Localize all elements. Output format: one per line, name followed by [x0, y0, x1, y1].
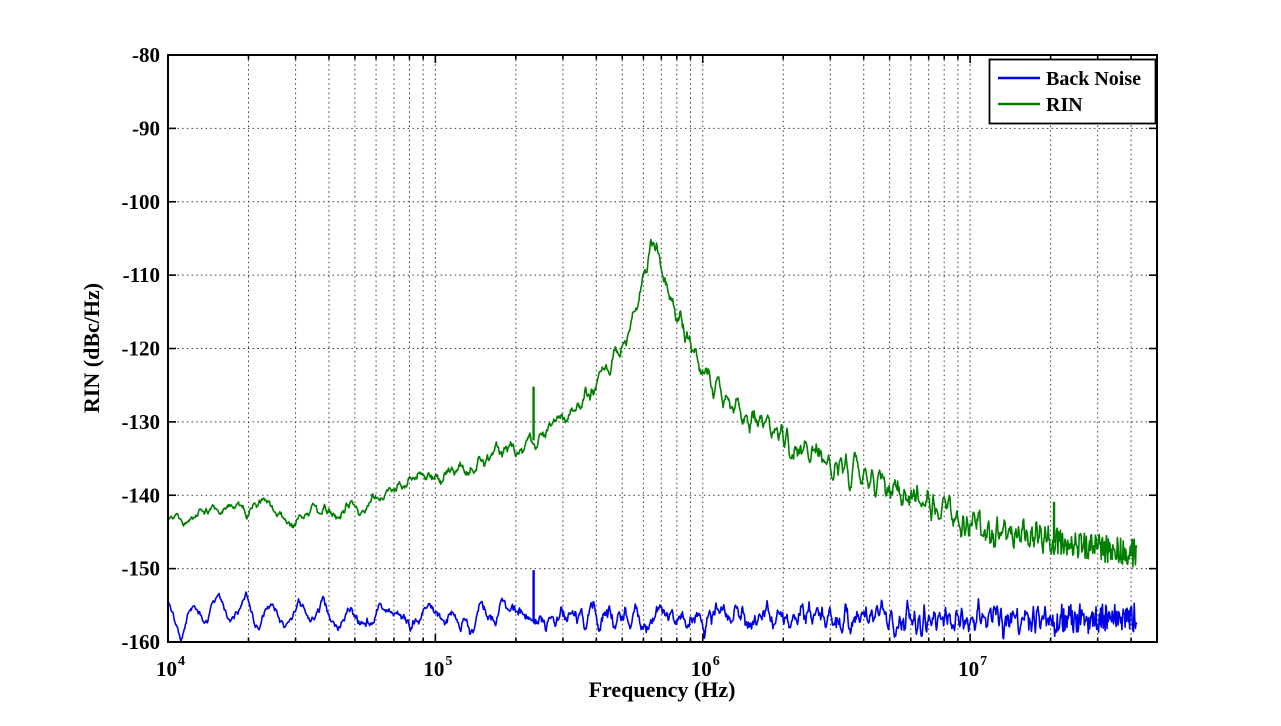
y-tick-label: -150	[122, 557, 161, 581]
series-line-back-noise	[167, 591, 1138, 642]
series-layer	[167, 238, 1138, 642]
y-tick-label: -120	[122, 337, 161, 361]
x-axis-tick-labels: 104 105 106 107	[156, 654, 987, 681]
y-tick-label: -140	[122, 483, 161, 507]
x-tick-label: 106	[691, 654, 720, 681]
y-tick-label: -80	[132, 43, 160, 67]
x-tick-label: 104	[156, 654, 185, 681]
y-axis-label: RIN (dBc/Hz)	[79, 283, 104, 413]
x-tick-label: 107	[958, 654, 987, 681]
legend-box	[988, 58, 1157, 125]
x-tick-label: 105	[423, 654, 452, 681]
y-tick-label: -130	[122, 410, 161, 434]
y-tick-label: -90	[132, 116, 160, 140]
legend-label-rin: RIN	[1046, 94, 1083, 116]
y-tick-label: -160	[122, 630, 161, 654]
y-tick-label: -110	[123, 263, 160, 287]
legend: Back Noise RIN	[988, 58, 1157, 125]
x-axis-label: Frequency (Hz)	[589, 677, 736, 702]
y-axis-tick-labels: -80 -90 -100 -110 -120 -130 -140 -150 -160	[122, 43, 161, 654]
series-line-rin	[167, 238, 1138, 568]
axes-box	[167, 54, 1158, 643]
y-tick-label: -100	[122, 190, 161, 214]
legend-label-back-noise: Back Noise	[1046, 68, 1141, 90]
